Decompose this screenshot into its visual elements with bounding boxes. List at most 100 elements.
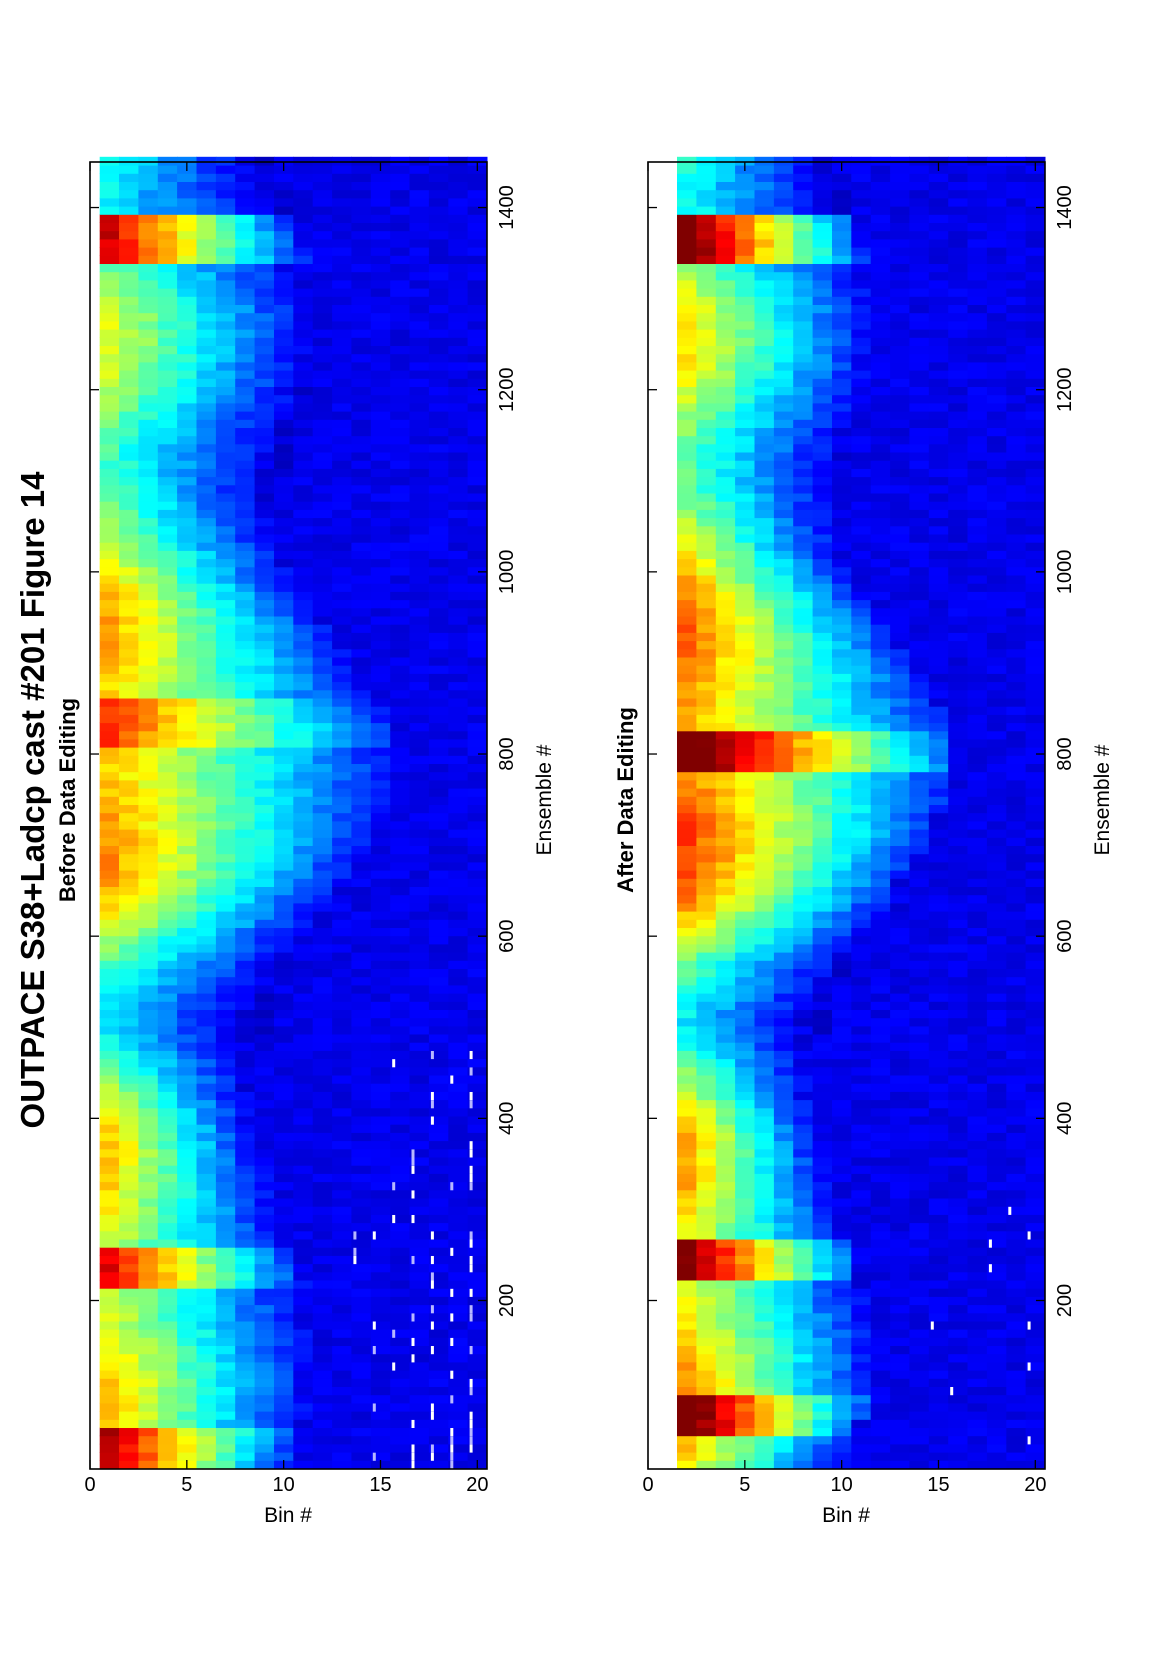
heatmap-cell: [274, 509, 294, 519]
heatmap-cell: [274, 484, 294, 494]
heatmap-column: [99, 1058, 488, 1068]
heatmap-cell: [196, 451, 217, 461]
heatmap-cell: [235, 304, 256, 314]
heatmap-cell: [909, 968, 930, 978]
heatmap-cell: [293, 558, 314, 568]
heatmap-column: [99, 525, 488, 535]
heatmap-cell: [177, 279, 198, 289]
heatmap-cell: [99, 828, 120, 838]
heatmap-cell: [293, 976, 314, 986]
heatmap-cell: [870, 1115, 891, 1125]
heatmap-cell: [428, 189, 449, 199]
heatmap-cell: [851, 1378, 872, 1387]
heatmap-cell: [851, 853, 872, 863]
heatmap-cell: [351, 779, 372, 789]
heatmap-column: [99, 304, 488, 314]
heatmap-cell: [312, 1083, 333, 1092]
heatmap-column: [99, 632, 488, 642]
heatmap-cell: [312, 722, 333, 732]
heatmap-cell: [177, 1386, 198, 1396]
heatmap-cell: [735, 1017, 755, 1027]
heatmap-cell: [890, 1238, 910, 1248]
heatmap-cell: [332, 1271, 353, 1281]
heatmap-cell: [677, 1132, 697, 1142]
heatmap-cell: [832, 1042, 852, 1051]
heatmap-cell: [235, 492, 256, 502]
heatmap-cell: [235, 206, 256, 215]
heatmap-cell: [196, 1460, 217, 1469]
heatmap-cell: [157, 288, 178, 297]
heatmap-cell: [196, 804, 217, 814]
heatmap-cell: [928, 1173, 949, 1183]
heatmap-cell: [428, 525, 449, 535]
heatmap-cell: [370, 1074, 391, 1084]
heatmap-column: [677, 1066, 1046, 1076]
heatmap-cell: [196, 1107, 217, 1117]
heatmap-cell: [215, 714, 236, 724]
heatmap-cell: [773, 1435, 794, 1445]
heatmap-cell: [832, 1066, 852, 1076]
heatmap-cell: [196, 1410, 217, 1420]
heatmap-cell: [274, 812, 294, 822]
heatmap-cell: [696, 1320, 717, 1330]
heatmap-cell: [870, 992, 891, 1002]
heatmap-cell: [928, 1181, 949, 1191]
heatmap-column: [99, 796, 488, 805]
missing-data-mark: [469, 1050, 473, 1060]
heatmap-cell: [1006, 1140, 1027, 1150]
heatmap-cell: [119, 1435, 139, 1445]
heatmap-cell: [370, 156, 391, 166]
heatmap-cell: [274, 591, 294, 601]
heatmap-cell: [274, 435, 294, 445]
heatmap-cell: [196, 583, 217, 592]
heatmap-cell: [448, 402, 469, 412]
heatmap-cell: [332, 181, 353, 191]
heatmap-cell: [735, 1427, 755, 1437]
heatmap-cell: [177, 1279, 198, 1289]
heatmap-cell: [448, 763, 469, 773]
heatmap-cell: [986, 1058, 1007, 1068]
heatmap-cell: [677, 1361, 697, 1371]
heatmap-cell: [390, 1230, 411, 1240]
heatmap-cell: [351, 337, 372, 346]
heatmap-cell: [312, 165, 333, 174]
heatmap-cell: [196, 746, 217, 756]
heatmap-cell: [351, 1320, 372, 1330]
heatmap-cell: [312, 1025, 333, 1035]
heatmap-cell: [254, 886, 275, 896]
heatmap-cell: [157, 665, 178, 674]
heatmap-cell: [370, 1369, 391, 1379]
heatmap-cell: [99, 517, 120, 527]
heatmap-cell: [832, 1255, 852, 1265]
heatmap-cell: [370, 402, 391, 412]
heatmap-cell: [715, 1410, 736, 1420]
heatmap-cell: [254, 607, 275, 617]
heatmap-cell: [332, 763, 353, 773]
heatmap-cell: [754, 919, 775, 928]
heatmap-cell: [312, 468, 333, 478]
heatmap-cell: [370, 763, 391, 773]
heatmap-cell: [428, 492, 449, 502]
heatmap-cell: [177, 312, 198, 322]
heatmap-cell: [254, 894, 275, 904]
heatmap-cell: [390, 1419, 411, 1428]
heatmap-cell: [370, 312, 391, 322]
heatmap-cell: [138, 312, 159, 322]
heatmap-cell: [332, 525, 353, 535]
heatmap-cell: [177, 861, 198, 871]
heatmap-cell: [948, 1009, 969, 1019]
heatmap-cell: [196, 1320, 217, 1330]
heatmap-cell: [119, 345, 139, 355]
heatmap-cell: [196, 779, 217, 789]
heatmap-cell: [832, 1353, 852, 1363]
heatmap-cell: [312, 1427, 333, 1437]
heatmap-cell: [409, 1140, 430, 1150]
heatmap-cell: [196, 1279, 217, 1289]
heatmap-cell: [177, 271, 198, 281]
heatmap-cell: [254, 1328, 275, 1338]
missing-data-mark: [469, 1427, 473, 1437]
heatmap-cell: [448, 591, 469, 601]
missing-data-mark: [450, 1370, 454, 1379]
heatmap-cell: [177, 1197, 198, 1207]
heatmap-cell: [812, 1328, 833, 1338]
